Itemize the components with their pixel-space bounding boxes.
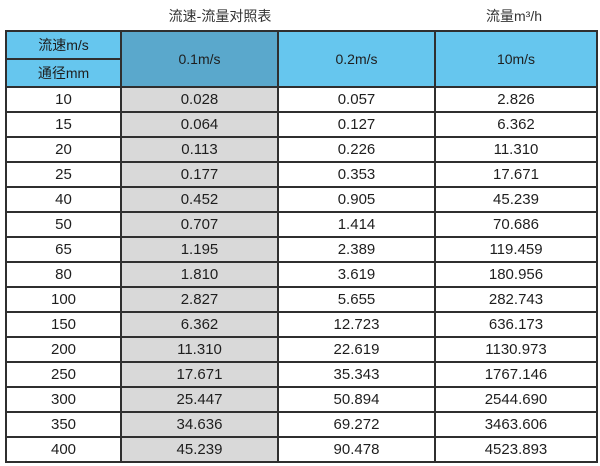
flow-value-cell: 2.826 xyxy=(434,86,598,113)
diameter-cell: 400 xyxy=(5,436,122,463)
flow-value-cell: 69.272 xyxy=(277,411,436,438)
flow-value-cell: 35.343 xyxy=(277,361,436,388)
table-row: 350 34.636 69.272 3463.606 xyxy=(5,411,598,438)
table-row: 300 25.447 50.894 2544.690 xyxy=(5,386,598,413)
diameter-cell: 100 xyxy=(5,286,122,313)
table-title: 流速-流量对照表 xyxy=(168,8,272,24)
flow-value-cell: 0.064 xyxy=(120,111,279,138)
flow-unit-title: 流量m³/h xyxy=(486,8,542,24)
table-row: 100 2.827 5.655 282.743 xyxy=(5,286,598,313)
header-row-bottom: 通径mm xyxy=(5,58,597,88)
flow-value-cell: 0.113 xyxy=(120,136,279,163)
flow-value-cell: 5.655 xyxy=(277,286,436,313)
flow-value-cell: 11.310 xyxy=(120,336,279,363)
diameter-cell: 25 xyxy=(5,161,122,188)
titles-row: 流速-流量对照表 流量m³/h xyxy=(0,0,600,30)
flow-value-cell: 50.894 xyxy=(277,386,436,413)
flow-value-cell: 0.707 xyxy=(120,211,279,238)
table-row: 200 11.310 22.619 1130.973 xyxy=(5,336,598,363)
table-row: 150 6.362 12.723 636.173 xyxy=(5,311,598,338)
flow-value-cell: 3.619 xyxy=(277,261,436,288)
velocity-header-label: 流速m/s xyxy=(5,30,122,60)
diameter-cell: 250 xyxy=(5,361,122,388)
table-row: 250 17.671 35.343 1767.146 xyxy=(5,361,598,388)
flow-value-cell: 12.723 xyxy=(277,311,436,338)
table-row: 15 0.064 0.127 6.362 xyxy=(5,111,598,138)
flow-value-cell: 22.619 xyxy=(277,336,436,363)
flow-value-cell: 0.057 xyxy=(277,86,436,113)
flow-value-cell: 11.310 xyxy=(434,136,598,163)
flow-value-cell: 70.686 xyxy=(434,211,598,238)
diameter-cell: 80 xyxy=(5,261,122,288)
table-row: 40 0.452 0.905 45.239 xyxy=(5,186,598,213)
table-row: 10 0.028 0.057 2.826 xyxy=(5,86,598,113)
flow-value-cell: 6.362 xyxy=(434,111,598,138)
table-row: 25 0.177 0.353 17.671 xyxy=(5,161,598,188)
diameter-cell: 200 xyxy=(5,336,122,363)
flow-value-cell: 1.810 xyxy=(120,261,279,288)
flow-value-cell: 17.671 xyxy=(434,161,598,188)
flow-value-cell: 636.173 xyxy=(434,311,598,338)
table-row: 50 0.707 1.414 70.686 xyxy=(5,211,598,238)
flow-value-cell: 0.353 xyxy=(277,161,436,188)
flow-value-cell: 0.127 xyxy=(277,111,436,138)
table-body: 10 0.028 0.057 2.826 15 0.064 0.127 6.362 20 0.11… xyxy=(5,86,598,463)
table-row: 65 1.195 2.389 119.459 xyxy=(5,236,598,263)
diameter-header-label: 通径mm xyxy=(5,58,122,88)
flow-value-cell: 2544.690 xyxy=(434,386,598,413)
diameter-cell: 15 xyxy=(5,111,122,138)
flow-value-cell: 45.239 xyxy=(120,436,279,463)
diameter-cell: 350 xyxy=(5,411,122,438)
flow-value-cell: 119.459 xyxy=(434,236,598,263)
diameter-cell: 65 xyxy=(5,236,122,263)
flow-value-cell: 25.447 xyxy=(120,386,279,413)
flow-value-cell: 0.177 xyxy=(120,161,279,188)
diameter-cell: 10 xyxy=(5,86,122,113)
diameter-cell: 300 xyxy=(5,386,122,413)
table-row: 400 45.239 90.478 4523.893 xyxy=(5,436,598,463)
flow-value-cell: 45.239 xyxy=(434,186,598,213)
column-header-10ms: 10m/s xyxy=(434,30,598,88)
flow-value-cell: 34.636 xyxy=(120,411,279,438)
flow-value-cell: 0.905 xyxy=(277,186,436,213)
diameter-cell: 20 xyxy=(5,136,122,163)
flow-value-cell: 282.743 xyxy=(434,286,598,313)
flow-value-cell: 180.956 xyxy=(434,261,598,288)
header-row-top: 流速m/s 0.1m/s 0.2m/s 10m/s xyxy=(5,30,598,88)
flow-value-cell: 0.226 xyxy=(277,136,436,163)
flow-value-cell: 2.389 xyxy=(277,236,436,263)
flow-value-cell: 90.478 xyxy=(277,436,436,463)
flow-value-cell: 0.452 xyxy=(120,186,279,213)
flow-value-cell: 1.414 xyxy=(277,211,436,238)
diameter-cell: 150 xyxy=(5,311,122,338)
flow-value-cell: 4523.893 xyxy=(434,436,598,463)
flow-value-cell: 1130.973 xyxy=(434,336,598,363)
table-header: 流速m/s 0.1m/s 0.2m/s 10m/s 通径mm xyxy=(5,30,598,88)
flow-value-cell: 1767.146 xyxy=(434,361,598,388)
diameter-cell: 50 xyxy=(5,211,122,238)
flow-value-cell: 17.671 xyxy=(120,361,279,388)
flow-value-cell: 2.827 xyxy=(120,286,279,313)
column-header-0-2ms: 0.2m/s xyxy=(277,30,436,88)
table-row: 80 1.810 3.619 180.956 xyxy=(5,261,598,288)
flow-table: 流速m/s 0.1m/s 0.2m/s 10m/s 通径mm 10 0.028 0.… xyxy=(5,30,598,463)
table-row: 20 0.113 0.226 11.310 xyxy=(5,136,598,163)
column-header-0-1ms: 0.1m/s xyxy=(120,30,279,88)
flow-value-cell: 6.362 xyxy=(120,311,279,338)
flow-value-cell: 1.195 xyxy=(120,236,279,263)
diameter-cell: 40 xyxy=(5,186,122,213)
flow-value-cell: 0.028 xyxy=(120,86,279,113)
flow-value-cell: 3463.606 xyxy=(434,411,598,438)
